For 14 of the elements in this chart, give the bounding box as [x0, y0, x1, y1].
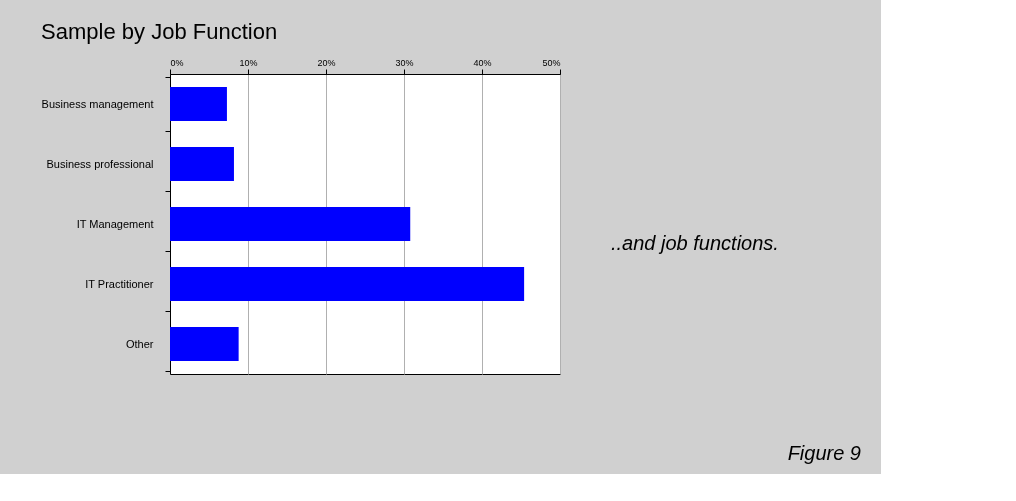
x-tick-label: 50% [542, 57, 561, 68]
x-tick-label: 40% [473, 57, 492, 68]
y-tick-label: IT Management [76, 217, 154, 230]
y-tick-label: IT Practitioner [85, 277, 154, 290]
y-tick-label: Other [125, 337, 154, 350]
caption: Figure 9 [787, 442, 861, 464]
x-tick-label: 20% [317, 57, 336, 68]
y-tick-label: Business management [41, 97, 154, 110]
chart-title: Sample by Job Function [41, 19, 278, 44]
text: ..and job functions. [611, 232, 779, 254]
y-tick-label: Business professional [46, 157, 154, 170]
x-tick-label: 10% [239, 57, 258, 68]
x-tick-label: 30% [395, 57, 414, 68]
x-tick-label: 0% [170, 57, 184, 68]
